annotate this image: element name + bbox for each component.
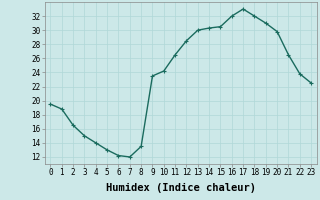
X-axis label: Humidex (Indice chaleur): Humidex (Indice chaleur) — [106, 183, 256, 193]
